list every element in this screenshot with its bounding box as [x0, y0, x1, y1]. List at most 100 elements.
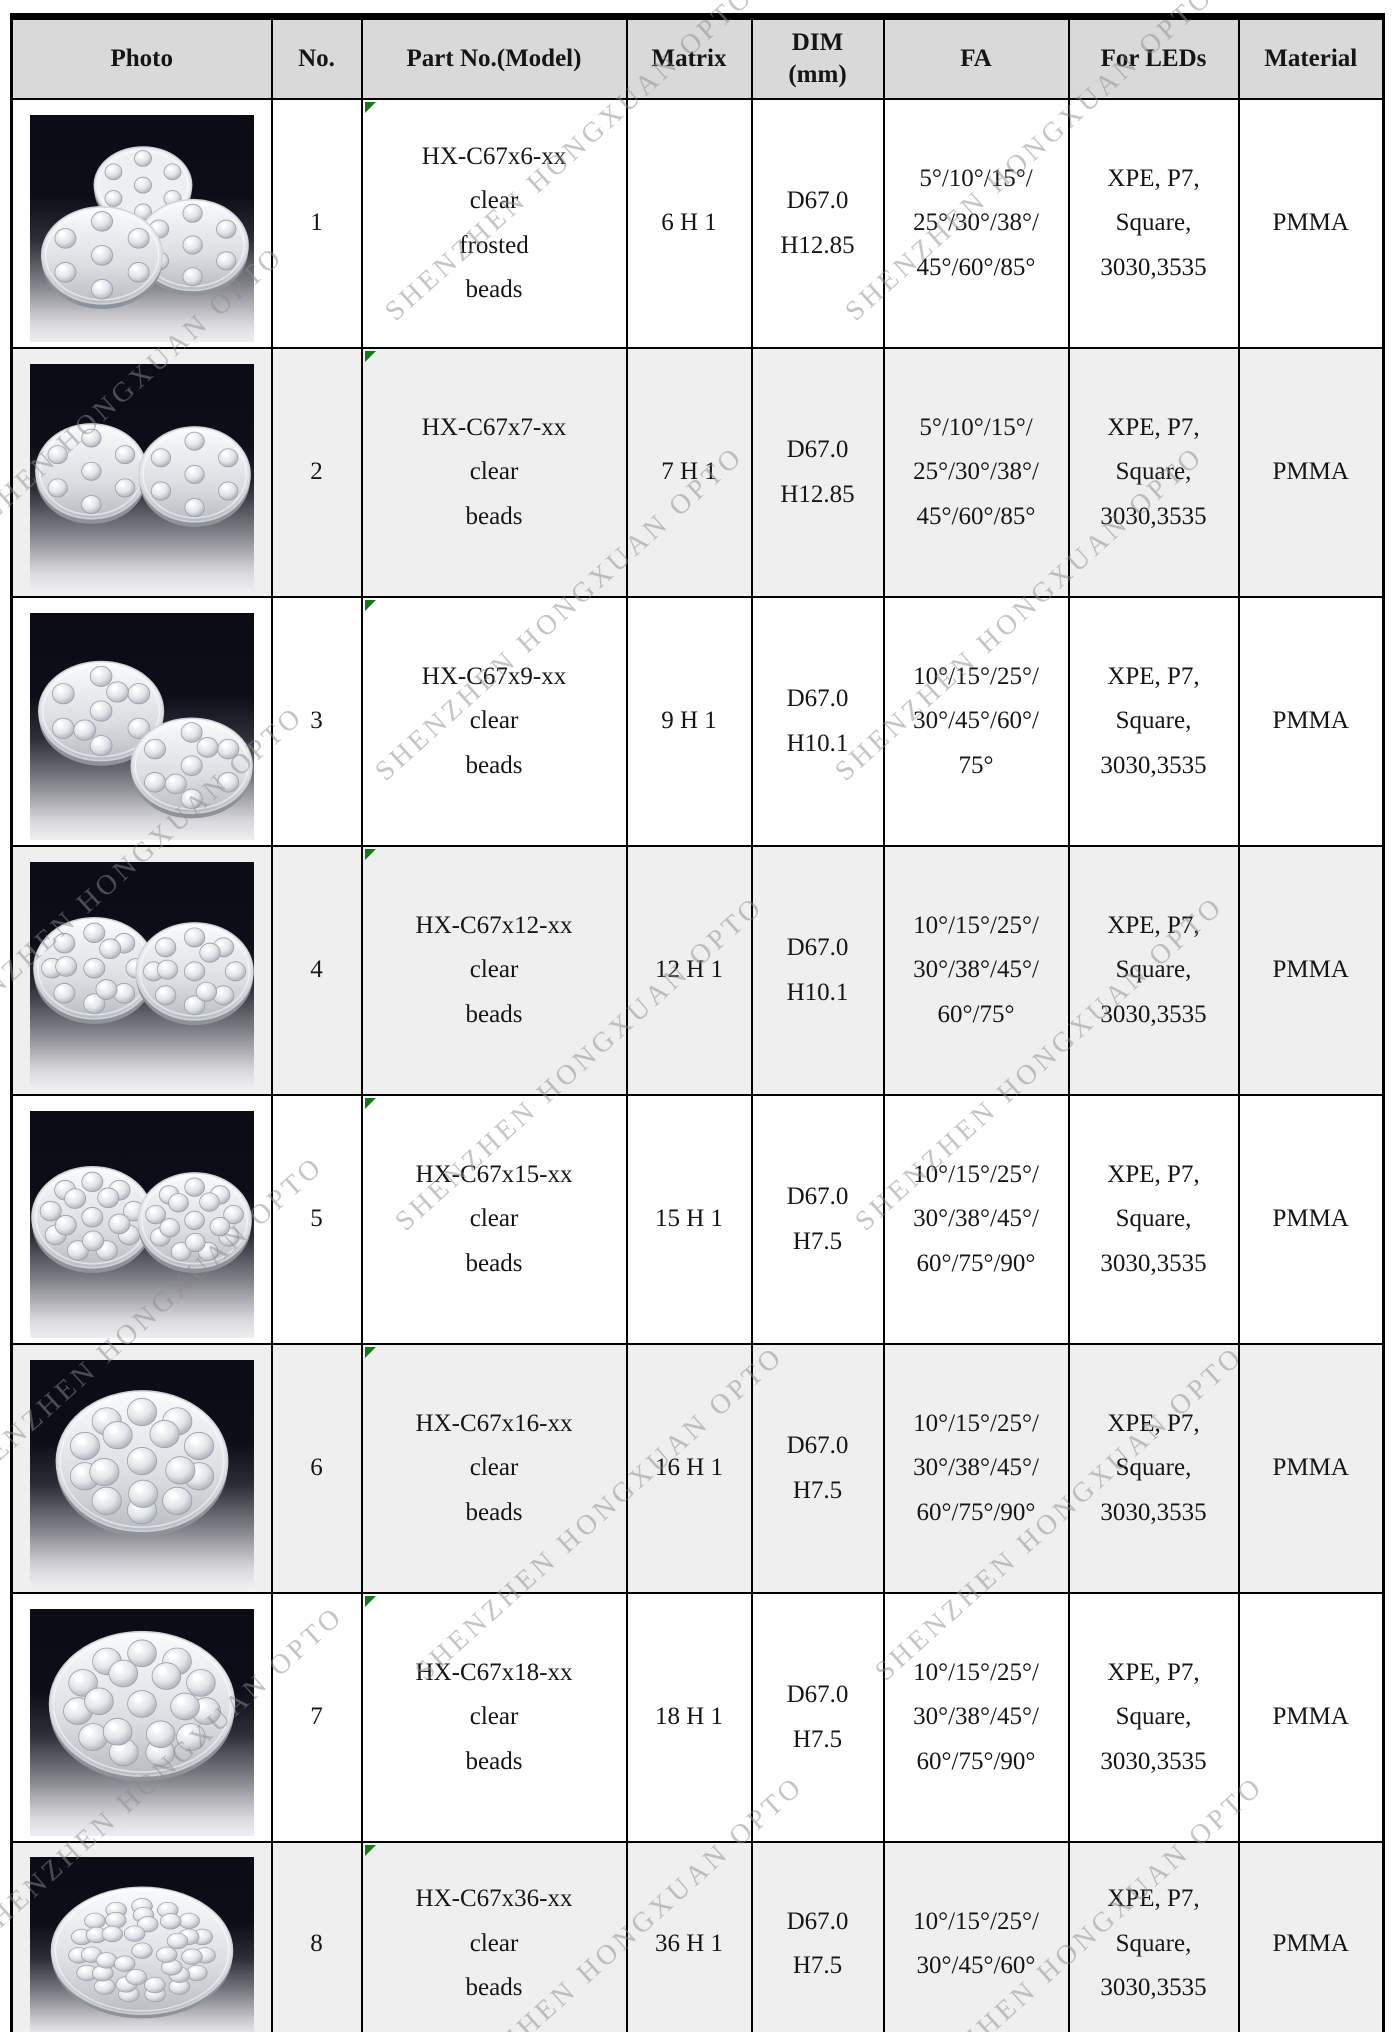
dim-cell: D67.0 H7.5 — [750, 1343, 885, 1594]
col-header-fa: FA — [882, 15, 1070, 100]
row-number: 4 — [270, 845, 363, 1096]
product-photo — [29, 114, 254, 342]
photo-cell — [10, 98, 273, 349]
product-photo — [29, 1608, 254, 1836]
dim-cell: D67.0 H12.85 — [750, 347, 885, 598]
dim-cell: D67.0 H7.5 — [750, 1592, 885, 1843]
product-photo — [29, 1110, 254, 1338]
product-photo — [29, 861, 254, 1089]
material-cell: PMMA — [1237, 845, 1385, 1096]
part-no-cell: HX-C67x6-xx clear frosted beads — [360, 98, 628, 349]
matrix-cell: 9 H 1 — [625, 596, 753, 847]
matrix-cell: 36 H 1 — [625, 1841, 753, 2032]
table-row: 5 HX-C67x15-xx clear beads 15 H 1 D67.0 … — [10, 1094, 1385, 1345]
for-leds-cell: XPE, P7, Square, 3030,3535 — [1067, 1094, 1240, 1345]
cell-flag-triangle-icon — [364, 849, 376, 860]
col-header-material: Material — [1237, 15, 1385, 100]
table-row: 2 HX-C67x7-xx clear beads 7 H 1 D67.0 H1… — [10, 347, 1385, 598]
row-number: 5 — [270, 1094, 363, 1345]
cell-flag-triangle-icon — [364, 1845, 376, 1856]
matrix-cell: 6 H 1 — [625, 98, 753, 349]
fa-cell: 10°/15°/25°/ 30°/38°/45°/ 60°/75° — [882, 845, 1070, 1096]
part-no-cell: HX-C67x12-xx clear beads — [360, 845, 628, 1096]
fa-cell: 10°/15°/25°/ 30°/45°/60°/ 75° — [882, 596, 1070, 847]
part-no-text: HX-C67x7-xx clear beads — [421, 413, 567, 530]
fa-cell: 5°/10°/15°/ 25°/30°/38°/ 45°/60°/85° — [882, 98, 1070, 349]
col-header-matrix: Matrix — [625, 15, 753, 100]
for-leds-cell: XPE, P7, Square, 3030,3535 — [1067, 347, 1240, 598]
table-row: 7 HX-C67x18-xx clear beads 18 H 1 D67.0 … — [10, 1592, 1385, 1843]
part-no-text: HX-C67x18-xx clear beads — [415, 1658, 573, 1775]
matrix-cell: 16 H 1 — [625, 1343, 753, 1594]
table-row: 1 HX-C67x6-xx clear frosted beads 6 H 1 … — [10, 98, 1385, 349]
fa-cell: 10°/15°/25°/ 30°/38°/45°/ 60°/75°/90° — [882, 1343, 1070, 1594]
part-no-cell: HX-C67x16-xx clear beads — [360, 1343, 628, 1594]
row-number: 8 — [270, 1841, 363, 2032]
cell-flag-triangle-icon — [364, 1347, 376, 1358]
part-no-cell: HX-C67x18-xx clear beads — [360, 1592, 628, 1843]
matrix-cell: 7 H 1 — [625, 347, 753, 598]
product-photo — [29, 363, 254, 591]
matrix-cell: 18 H 1 — [625, 1592, 753, 1843]
table-row: 3 HX-C67x9-xx clear beads 9 H 1 D67.0 H1… — [10, 596, 1385, 847]
row-number: 7 — [270, 1592, 363, 1843]
matrix-cell: 12 H 1 — [625, 845, 753, 1096]
fa-cell: 10°/15°/25°/ 30°/45°/60° — [882, 1841, 1070, 2032]
photo-cell — [10, 845, 273, 1096]
product-spec-table: Photo No. Part No.(Model) Matrix DIM (mm… — [10, 13, 1385, 2032]
header-row: Photo No. Part No.(Model) Matrix DIM (mm… — [10, 15, 1385, 100]
dim-cell: D67.0 H10.1 — [750, 596, 885, 847]
table-row: 4 HX-C67x12-xx clear beads 12 H 1 D67.0 … — [10, 845, 1385, 1096]
cell-flag-triangle-icon — [364, 600, 376, 611]
material-cell: PMMA — [1237, 1592, 1385, 1843]
material-cell: PMMA — [1237, 98, 1385, 349]
cell-flag-triangle-icon — [364, 1098, 376, 1109]
row-number: 2 — [270, 347, 363, 598]
photo-cell — [10, 1343, 273, 1594]
col-header-for-leds: For LEDs — [1067, 15, 1240, 100]
part-no-text: HX-C67x6-xx clear frosted beads — [421, 142, 567, 304]
cell-flag-triangle-icon — [364, 1596, 376, 1607]
col-header-dim: DIM (mm) — [750, 15, 885, 100]
material-cell: PMMA — [1237, 1841, 1385, 2032]
part-no-cell: HX-C67x15-xx clear beads — [360, 1094, 628, 1345]
fa-cell: 10°/15°/25°/ 30°/38°/45°/ 60°/75°/90° — [882, 1094, 1070, 1345]
part-no-text: HX-C67x9-xx clear beads — [421, 662, 567, 779]
photo-cell — [10, 1094, 273, 1345]
part-no-cell: HX-C67x9-xx clear beads — [360, 596, 628, 847]
for-leds-cell: XPE, P7, Square, 3030,3535 — [1067, 1592, 1240, 1843]
product-photo — [29, 1856, 254, 2032]
photo-cell — [10, 347, 273, 598]
photo-cell — [10, 1592, 273, 1843]
part-no-text: HX-C67x15-xx clear beads — [415, 1160, 573, 1277]
fa-cell: 10°/15°/25°/ 30°/38°/45°/ 60°/75°/90° — [882, 1592, 1070, 1843]
part-no-cell: HX-C67x7-xx clear beads — [360, 347, 628, 598]
material-cell: PMMA — [1237, 347, 1385, 598]
dim-cell: D67.0 H7.5 — [750, 1094, 885, 1345]
for-leds-cell: XPE, P7, Square, 3030,3535 — [1067, 1841, 1240, 2032]
col-header-photo: Photo — [10, 15, 273, 100]
table-row: 6 HX-C67x16-xx clear beads 16 H 1 D67.0 … — [10, 1343, 1385, 1594]
table-row: 8 HX-C67x36-xx clear beads 36 H 1 D67.0 … — [10, 1841, 1385, 2032]
fa-cell: 5°/10°/15°/ 25°/30°/38°/ 45°/60°/85° — [882, 347, 1070, 598]
cell-flag-triangle-icon — [364, 102, 376, 113]
matrix-cell: 15 H 1 — [625, 1094, 753, 1345]
dim-cell: D67.0 H7.5 — [750, 1841, 885, 2032]
part-no-cell: HX-C67x36-xx clear beads — [360, 1841, 628, 2032]
product-photo — [29, 1359, 254, 1587]
dim-cell: D67.0 H10.1 — [750, 845, 885, 1096]
row-number: 3 — [270, 596, 363, 847]
for-leds-cell: XPE, P7, Square, 3030,3535 — [1067, 845, 1240, 1096]
row-number: 1 — [270, 98, 363, 349]
material-cell: PMMA — [1237, 1343, 1385, 1594]
row-number: 6 — [270, 1343, 363, 1594]
col-header-no: No. — [270, 15, 363, 100]
material-cell: PMMA — [1237, 596, 1385, 847]
part-no-text: HX-C67x16-xx clear beads — [415, 1409, 573, 1526]
part-no-text: HX-C67x36-xx clear beads — [415, 1885, 573, 2002]
for-leds-cell: XPE, P7, Square, 3030,3535 — [1067, 98, 1240, 349]
material-cell: PMMA — [1237, 1094, 1385, 1345]
product-photo — [29, 612, 254, 840]
col-header-part-no: Part No.(Model) — [360, 15, 628, 100]
